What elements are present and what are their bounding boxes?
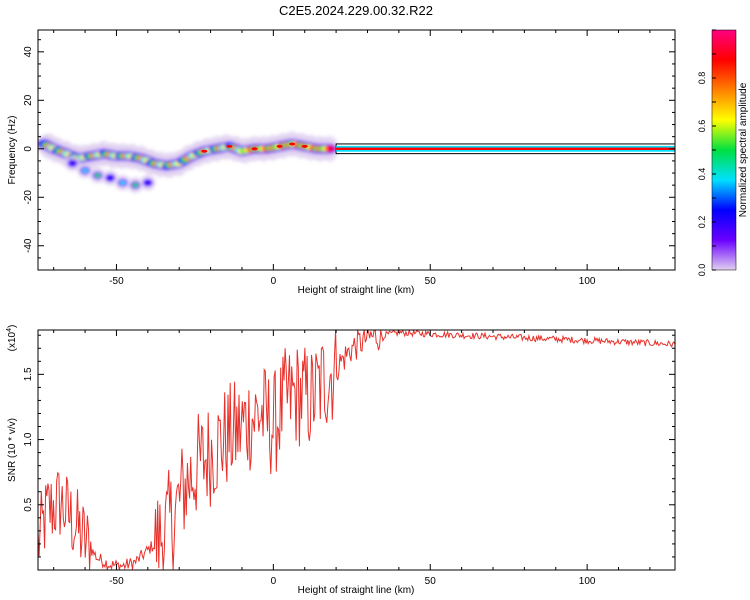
colorbar-tick-label: 0.6 bbox=[697, 120, 707, 133]
spectrogram-hotspot bbox=[301, 144, 308, 148]
spectrogram-panel: -50 0 50 100 -40 -20 0 20 40 Height of straight … bbox=[7, 29, 676, 296]
snr-ticks: -50 0 50 100 0.5 1.0 1.5 bbox=[23, 330, 675, 587]
snr-y-axis-label: SNR (10 * v/v) bbox=[7, 418, 18, 482]
x-tick-label: 50 bbox=[425, 276, 437, 287]
x-tick-label: 0 bbox=[271, 576, 277, 587]
figure-title: C2E5.2024.229.00.32.R22 bbox=[279, 3, 433, 18]
snr-x-axis-label: Height of straight line (km) bbox=[298, 585, 415, 596]
y-tick-label: 1.0 bbox=[23, 432, 34, 446]
constant-band-core bbox=[336, 147, 675, 150]
spectrogram-ticks: -50 0 50 100 -40 -20 0 20 40 bbox=[23, 30, 675, 287]
spectrogram-branch-core bbox=[132, 183, 139, 188]
y-tick-label: 1.5 bbox=[23, 367, 34, 381]
colorbar-tick-label: 0.0 bbox=[697, 264, 707, 277]
spectrogram-core bbox=[324, 145, 335, 152]
spectrogram-branch-core bbox=[107, 175, 114, 180]
spectrogram-heatmap bbox=[38, 130, 675, 194]
y-tick-label: 0 bbox=[23, 146, 34, 152]
x-tick-label: 0 bbox=[271, 276, 277, 287]
spectrogram-hotspot bbox=[226, 144, 233, 148]
snr-frame bbox=[37, 329, 676, 571]
spectrogram-hotspot bbox=[289, 142, 296, 146]
spectrogram-frame bbox=[37, 29, 676, 271]
snr-multiplier-base: (x10 bbox=[7, 331, 18, 351]
colorbar-ticks: 0.0 0.2 0.4 0.6 0.8 bbox=[697, 29, 716, 277]
y-tick-label: 40 bbox=[23, 46, 34, 58]
x-tick-label: 100 bbox=[579, 276, 596, 287]
colorbar-tick-label: 0.4 bbox=[697, 168, 707, 181]
x-tick-label: 50 bbox=[425, 576, 437, 587]
spectrogram-hotspot bbox=[276, 144, 283, 148]
x-tick-label: -50 bbox=[109, 576, 124, 587]
colorbar-tick-label: 0.2 bbox=[697, 216, 707, 229]
snr-background bbox=[38, 330, 675, 570]
colorbar: 0.0 0.2 0.4 0.6 0.8 Normalized spectral ampl… bbox=[697, 29, 749, 277]
y-tick-label: -40 bbox=[23, 238, 34, 253]
snr-series-line bbox=[38, 330, 675, 570]
snr-panel: -50 0 50 100 0.5 1.0 1.5 Height of straight li… bbox=[6, 325, 676, 596]
snr-multiplier: (x104) bbox=[6, 325, 18, 352]
spectrogram-hotspot bbox=[201, 149, 208, 153]
spectrogram-branch-core bbox=[82, 168, 89, 173]
y-tick-label: 0.5 bbox=[23, 497, 34, 511]
spectrogram-branch-core bbox=[94, 173, 101, 178]
x-tick-label: 100 bbox=[579, 576, 596, 587]
spectrogram-branch-core bbox=[144, 180, 151, 185]
spectrogram-branch-core bbox=[69, 161, 76, 166]
spectrogram-x-axis-label: Height of straight line (km) bbox=[298, 285, 415, 296]
colorbar-tick-label: 0.8 bbox=[697, 72, 707, 85]
spectrogram-y-axis-label: Frequency (Hz) bbox=[7, 116, 18, 185]
spectrogram-hotspot bbox=[251, 147, 258, 151]
y-tick-label: -20 bbox=[23, 190, 34, 205]
y-tick-label: 20 bbox=[23, 94, 34, 106]
spectrogram-branch-core bbox=[119, 180, 126, 185]
x-tick-label: -50 bbox=[109, 276, 124, 287]
colorbar-label: Normalized spectral amplitude bbox=[738, 82, 749, 217]
snr-multiplier-exponent: 4 bbox=[6, 328, 13, 332]
